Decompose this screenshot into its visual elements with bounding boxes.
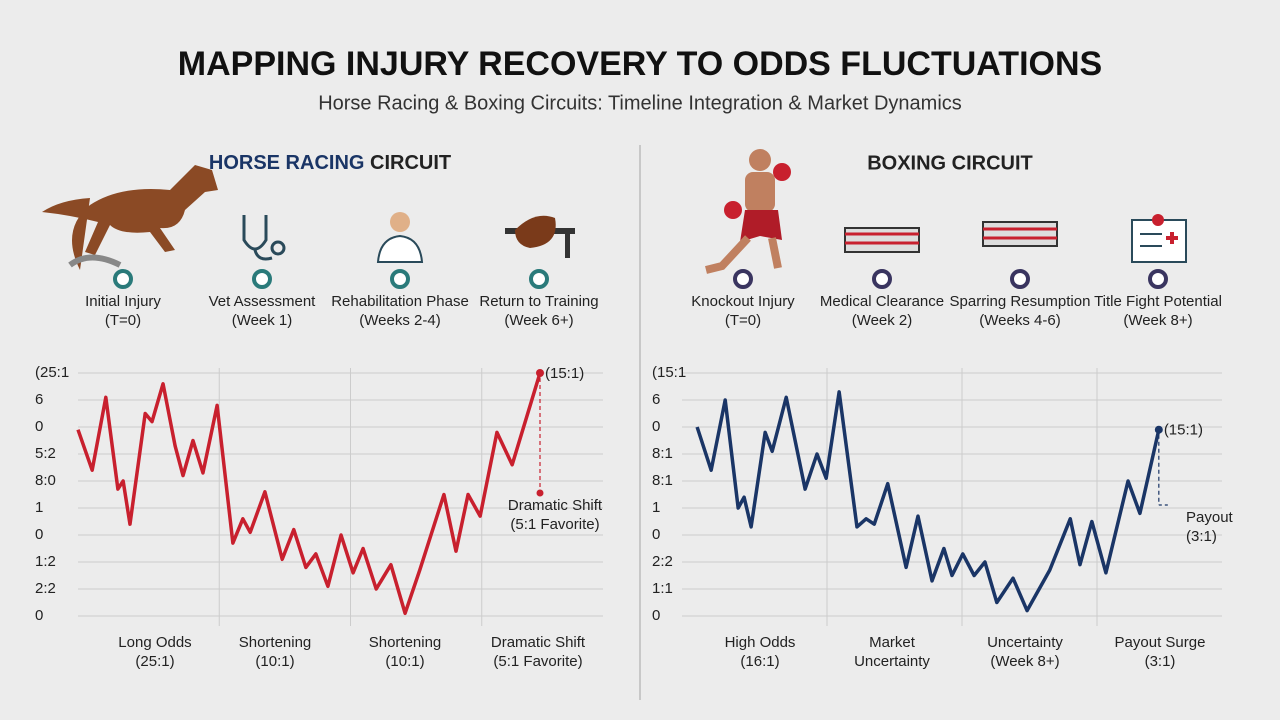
y-tick-label: 0: [35, 418, 43, 435]
timeline-sublabel: (Week 6+): [504, 312, 573, 329]
x-band-label: (Week 8+): [990, 653, 1059, 670]
timeline-sublabel: (Weeks 2-4): [359, 312, 440, 329]
horse-icon: [42, 165, 218, 270]
timeline-label: Initial Injury: [85, 293, 161, 310]
timeline-label: Return to Training: [479, 293, 598, 310]
y-tick-label: 1: [652, 499, 660, 516]
y-tick-label: 8:1: [652, 445, 673, 462]
heading-rest: CIRCUIT: [370, 152, 451, 174]
y-tick-label: 5:2: [35, 445, 56, 462]
x-band-label: Market: [869, 634, 916, 651]
y-tick-label: 6: [652, 391, 660, 408]
y-tick-label: (25:1: [35, 364, 69, 381]
peak-annotation: (15:1): [545, 365, 584, 382]
x-band-label: Shortening: [239, 634, 312, 651]
ring-icon: [844, 221, 1058, 253]
title: MAPPING INJURY RECOVERY TO ODDS FLUCTUAT…: [178, 45, 1102, 83]
y-tick-label: 0: [35, 607, 43, 624]
y-tick-label: 1:1: [652, 580, 673, 597]
y-tick-label: 6: [35, 391, 43, 408]
clipboard-icon: [1131, 214, 1187, 263]
y-tick-label: 0: [652, 526, 660, 543]
timeline-sublabel: (Week 2): [852, 312, 913, 329]
x-band-label: Long Odds: [118, 634, 191, 651]
timeline-label: Rehabilitation Phase: [331, 293, 469, 310]
timeline-node: [113, 269, 133, 289]
timeline-node: [1148, 269, 1168, 289]
annotation-dot: [536, 489, 544, 497]
x-band-label: (25:1): [135, 653, 174, 670]
x-band-label: Uncertainty: [854, 653, 930, 670]
timeline-node: [733, 269, 753, 289]
x-band-label: (16:1): [740, 653, 779, 670]
subtitle: Horse Racing & Boxing Circuits: Timeline…: [318, 92, 962, 114]
timeline-sublabel: (Week 1): [232, 312, 293, 329]
x-band-label: (10:1): [385, 653, 424, 670]
y-tick-label: 8:0: [35, 472, 56, 489]
x-band-label: High Odds: [725, 634, 796, 651]
note-annotation: (3:1): [1186, 528, 1217, 545]
x-band-label: (3:1): [1145, 653, 1176, 670]
timeline-label: Vet Assessment: [209, 293, 317, 310]
y-tick-label: 1:2: [35, 553, 56, 570]
heading-accent: HORSE RACING: [209, 152, 365, 174]
timeline-node: [390, 269, 410, 289]
y-tick-label: 2:2: [652, 553, 673, 570]
x-band-label: Uncertainty: [987, 634, 1063, 651]
peak-dot: [1154, 425, 1163, 434]
doctor-icon: [376, 212, 424, 263]
timeline-sublabel: (Week 8+): [1123, 312, 1192, 329]
timeline-node: [529, 269, 549, 289]
y-tick-label: 1: [35, 499, 43, 516]
note-annotation: Dramatic Shift: [508, 497, 603, 514]
timeline-node: [1010, 269, 1030, 289]
saddle-icon: [505, 215, 575, 258]
timeline-node: [872, 269, 892, 289]
boxer-icon: [705, 149, 791, 274]
y-tick-label: (15:1: [652, 364, 686, 381]
y-tick-label: 0: [35, 526, 43, 543]
x-band-label: Dramatic Shift: [491, 634, 586, 651]
timeline-label: Medical Clearance: [820, 293, 944, 310]
x-band-label: (5:1 Favorite): [493, 653, 582, 670]
x-band-label: (10:1): [255, 653, 294, 670]
note-annotation: Payout: [1186, 509, 1234, 526]
data-line: [76, 372, 542, 616]
x-band-label: Shortening: [369, 634, 442, 651]
x-band-label: Payout Surge: [1115, 634, 1206, 651]
timeline-label: Knockout Injury: [691, 293, 795, 310]
data-line: [695, 390, 1161, 613]
y-tick-label: 0: [652, 607, 660, 624]
timeline-sublabel: (T=0): [105, 312, 141, 329]
panel-heading: HORSE RACING CIRCUIT: [209, 152, 451, 174]
peak-annotation: (15:1): [1164, 422, 1203, 439]
panel-heading: BOXING CIRCUIT: [867, 152, 1033, 174]
timeline-label: Title Fight Potential: [1094, 293, 1222, 310]
timeline-label: Sparring Resumption: [950, 293, 1091, 310]
peak-dot: [536, 369, 544, 377]
y-tick-label: 0: [652, 418, 660, 435]
timeline-node: [252, 269, 272, 289]
y-tick-label: 8:1: [652, 472, 673, 489]
y-tick-label: 2:2: [35, 580, 56, 597]
timeline-sublabel: (T=0): [725, 312, 761, 329]
timeline-sublabel: (Weeks 4-6): [979, 312, 1060, 329]
stethoscope-icon: [242, 215, 286, 261]
note-annotation: (5:1 Favorite): [510, 516, 599, 533]
